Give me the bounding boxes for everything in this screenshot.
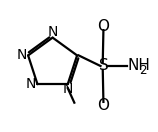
Text: NH: NH: [128, 58, 151, 73]
Text: N: N: [47, 25, 58, 39]
Text: N: N: [63, 82, 73, 96]
Text: 2: 2: [139, 64, 146, 77]
Text: N: N: [26, 77, 36, 91]
Text: N: N: [17, 48, 27, 62]
Text: S: S: [99, 58, 108, 74]
Text: O: O: [97, 98, 109, 113]
Text: O: O: [97, 19, 109, 34]
